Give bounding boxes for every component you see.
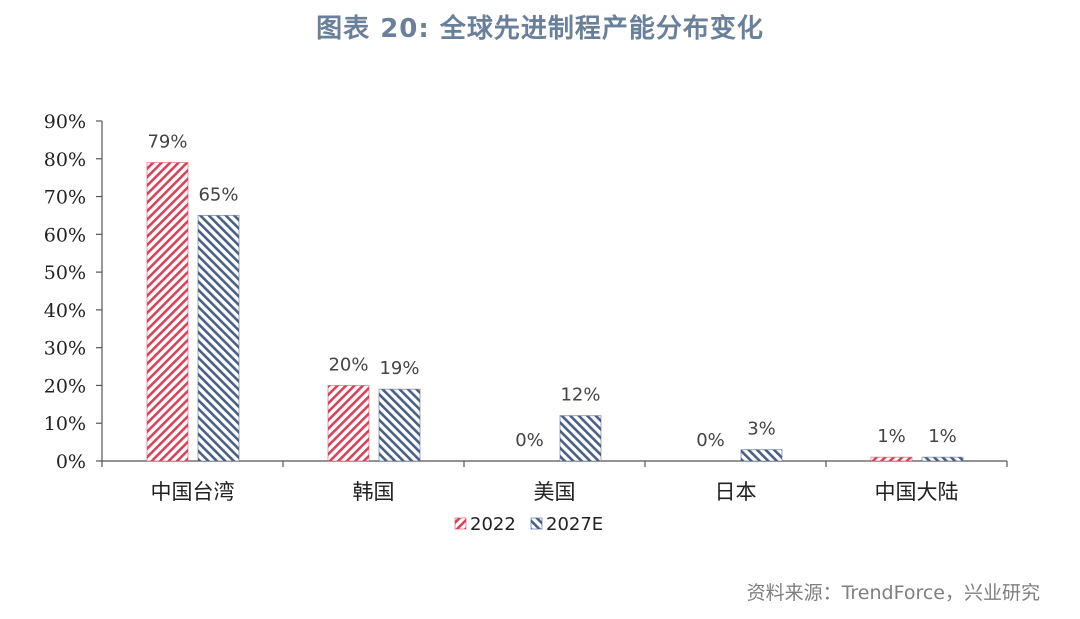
- data-label: 65%: [198, 184, 238, 205]
- data-label: 19%: [379, 358, 419, 379]
- data-label: 0%: [696, 430, 725, 451]
- legend-label: 2027E: [546, 514, 603, 535]
- x-category-label: 日本: [715, 480, 757, 504]
- y-tick-label: 10%: [44, 413, 86, 435]
- data-label: 3%: [747, 419, 776, 440]
- bar-2022: [327, 384, 370, 462]
- x-axis: 中国台湾 韩国 美国 日本 中国大陆: [101, 460, 1008, 504]
- y-tick-label: 30%: [44, 338, 86, 360]
- bars-group: 79% 20% 0% 0% 1% 65% 19% 12% 3% 1%: [146, 132, 964, 462]
- source-note: 资料来源：TrendForce，兴业研究: [746, 582, 1040, 604]
- legend-label: 2022: [470, 514, 516, 535]
- y-tick-label: 70%: [44, 187, 86, 209]
- bar-2027E: [559, 415, 602, 462]
- bar-2022: [146, 162, 189, 462]
- data-label: 20%: [328, 354, 368, 375]
- data-label: 1%: [928, 426, 957, 447]
- legend-swatch: [454, 517, 467, 530]
- bar-2027E: [740, 449, 783, 462]
- y-tick-label: 80%: [44, 149, 86, 171]
- bar-2027E: [378, 388, 421, 462]
- legend: 2022 2027E: [454, 514, 603, 535]
- x-category-label: 中国台湾: [151, 480, 235, 504]
- bar-2027E: [197, 214, 240, 462]
- y-tick-label: 60%: [44, 224, 86, 246]
- data-label: 12%: [560, 385, 600, 406]
- data-label: 0%: [515, 430, 544, 451]
- data-label: 79%: [147, 132, 187, 153]
- y-tick-label: 90%: [44, 111, 86, 133]
- y-tick-label: 40%: [44, 300, 86, 322]
- y-tick-label: 0%: [56, 451, 86, 473]
- y-tick-label: 50%: [44, 262, 86, 284]
- bar-2027E: [921, 456, 964, 462]
- x-category-label: 韩国: [353, 480, 395, 504]
- y-axis: 0% 10% 20% 30% 40% 50% 60% 70% 80% 90%: [44, 111, 103, 473]
- legend-swatch: [530, 517, 543, 530]
- bar-2022: [870, 456, 913, 462]
- chart-title: 图表 20: 全球先进制程产能分布变化: [316, 14, 764, 44]
- x-category-label: 中国大陆: [875, 480, 959, 504]
- y-tick-label: 20%: [44, 375, 86, 397]
- x-category-label: 美国: [534, 480, 576, 504]
- data-label: 1%: [877, 426, 906, 447]
